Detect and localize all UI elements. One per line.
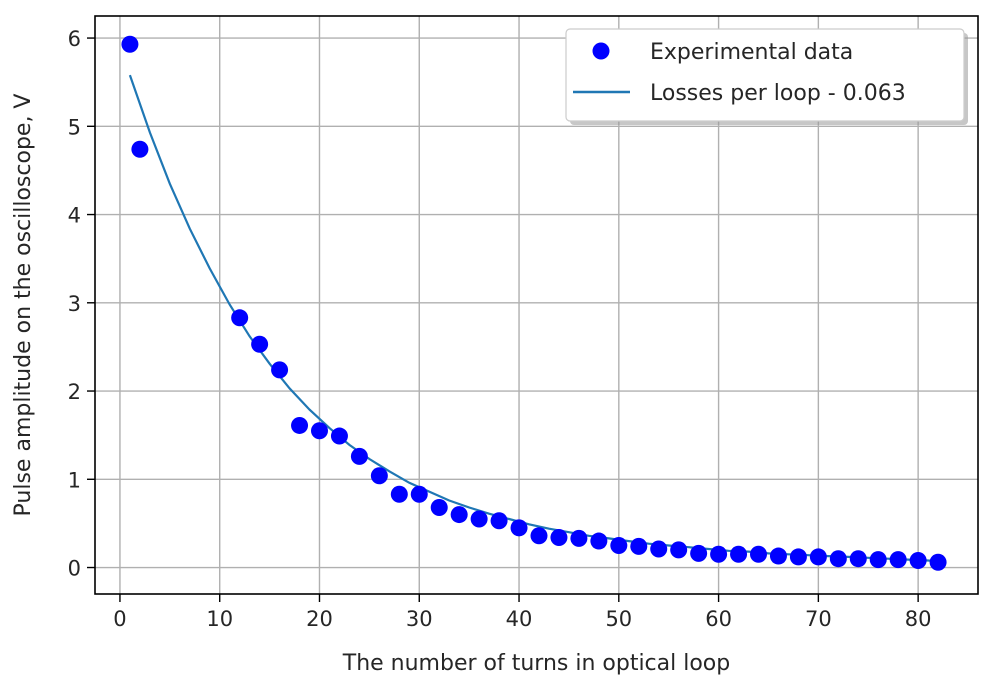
x-tick-label: 0 (113, 607, 126, 631)
y-tick-label: 2 (68, 380, 81, 404)
x-tick-label: 50 (605, 607, 632, 631)
x-tick-label: 40 (506, 607, 533, 631)
data-point (430, 499, 448, 517)
plot-frame (94, 15, 979, 595)
data-point (550, 529, 568, 547)
data-point (889, 551, 907, 569)
legend-scatter-marker (592, 42, 610, 60)
data-point (730, 545, 748, 563)
x-tick-label: 80 (905, 607, 932, 631)
data-point (769, 547, 787, 565)
data-point (310, 422, 328, 440)
y-tick-label: 5 (68, 115, 81, 139)
data-point (450, 506, 468, 524)
data-point (570, 529, 588, 547)
y-tick-label: 6 (68, 27, 81, 51)
y-tick-label: 4 (68, 204, 81, 228)
data-point (350, 447, 368, 465)
data-point (590, 532, 608, 550)
data-point (809, 548, 827, 566)
data-point (251, 335, 269, 353)
ticks: 0 10 20 30 40 50 60 70 80 0 1 2 3 4 5 6 (68, 27, 932, 631)
scatter-points (121, 35, 947, 571)
data-point (121, 35, 139, 53)
data-point (869, 551, 887, 569)
data-point (829, 550, 847, 568)
data-point (670, 541, 688, 559)
data-point (291, 416, 309, 434)
data-point (909, 551, 927, 569)
data-point (849, 550, 867, 568)
x-tick-label: 70 (805, 607, 832, 631)
data-point (390, 485, 408, 503)
data-point (370, 467, 388, 485)
data-point (929, 553, 947, 571)
data-point (470, 510, 488, 528)
data-point (231, 309, 249, 327)
fit-line (128, 74, 939, 563)
data-point (410, 485, 428, 503)
data-point (710, 545, 728, 563)
y-tick-label: 0 (68, 557, 81, 581)
data-point (271, 361, 289, 379)
data-point (789, 548, 807, 566)
data-point (610, 536, 628, 554)
legend-entry-fit: Losses per loop - 0.063 (650, 81, 906, 106)
x-tick-label: 10 (206, 607, 233, 631)
fit-line-layer (128, 74, 939, 563)
data-point (530, 527, 548, 545)
y-tick-label: 3 (68, 292, 81, 316)
data-point (330, 427, 348, 445)
x-tick-label: 20 (306, 607, 333, 631)
data-point (510, 519, 528, 537)
x-tick-label: 30 (406, 607, 433, 631)
legend-box (565, 28, 965, 122)
data-point (490, 512, 508, 530)
data-point (131, 140, 149, 158)
y-axis-label: Pulse amplitude on the oscilloscope, V (11, 94, 36, 517)
x-tick-label: 60 (705, 607, 732, 631)
x-axis-label: The number of turns in optical loop (342, 651, 730, 676)
data-point (630, 537, 648, 555)
data-point (749, 545, 767, 563)
data-point (690, 544, 708, 562)
legend: Experimental data Losses per loop - 0.06… (565, 28, 968, 125)
legend-entry-experimental: Experimental data (650, 40, 853, 65)
data-point (650, 540, 668, 558)
y-tick-label: 1 (68, 468, 81, 492)
